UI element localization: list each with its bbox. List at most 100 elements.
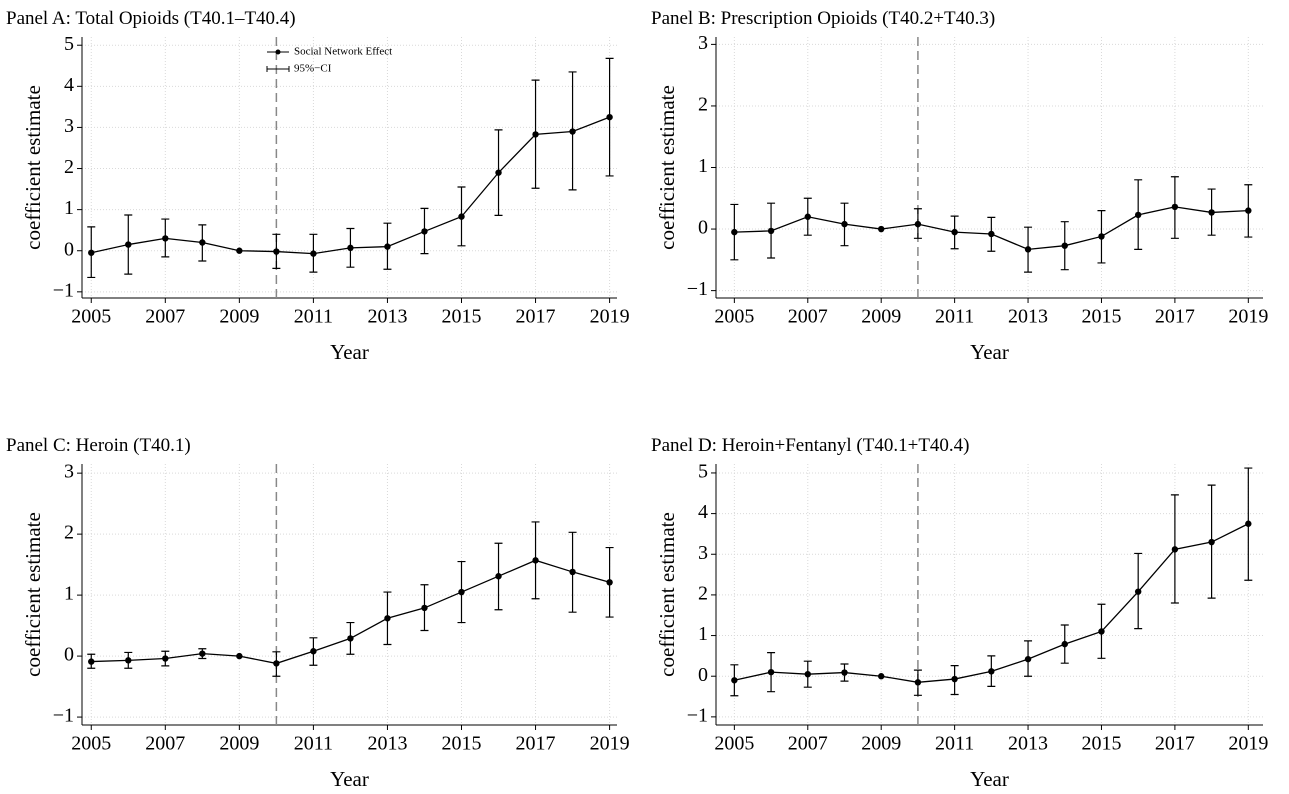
legend-label: Social Network Effect <box>294 46 392 58</box>
point <box>310 648 317 655</box>
point <box>199 239 206 246</box>
x-tick-label: 2017 <box>1155 306 1195 328</box>
point <box>236 652 243 660</box>
x-tick-label: 2017 <box>1155 733 1195 755</box>
x-tick-label: 2019 <box>1228 306 1268 328</box>
x-tick-label: 2011 <box>294 306 333 328</box>
y-tick-label: 2 <box>64 522 74 544</box>
x-tick-label: 2005 <box>714 306 754 328</box>
x-axis-label: Year <box>970 340 1009 364</box>
y-tick-label: 2 <box>64 156 74 178</box>
legend-label: 95%−CI <box>294 63 332 75</box>
x-tick-label: 2019 <box>590 733 630 755</box>
x-tick-label: 2005 <box>71 733 111 755</box>
panel-title: Panel A: Total Opioids (T40.1–T40.4) <box>6 8 296 29</box>
point <box>731 677 738 684</box>
y-tick-label: 2 <box>698 583 708 605</box>
point <box>767 227 775 235</box>
point <box>495 573 502 580</box>
point <box>1024 655 1032 663</box>
x-tick-label: 2019 <box>590 306 630 328</box>
point <box>347 635 354 642</box>
point <box>1061 640 1068 648</box>
point <box>532 557 539 564</box>
y-tick-label: 0 <box>698 217 708 239</box>
point <box>162 655 169 662</box>
y-axis-label: coefficient estimate <box>655 512 679 677</box>
y-tick-label: −1 <box>53 705 74 727</box>
x-tick-label: 2013 <box>1008 733 1048 755</box>
point <box>384 243 391 250</box>
x-tick-label: 2013 <box>367 306 407 328</box>
y-tick-label: 3 <box>698 32 708 54</box>
y-tick-label: 3 <box>64 115 74 137</box>
point <box>988 230 995 238</box>
panel: Panel C: Heroin (T40.1) coefficient estim… <box>6 435 630 791</box>
y-tick-label: −1 <box>53 279 74 301</box>
point <box>914 679 922 686</box>
point <box>767 668 775 676</box>
x-tick-label: 2005 <box>714 733 754 755</box>
point <box>951 228 958 236</box>
point <box>88 658 95 665</box>
y-tick-label: 5 <box>64 33 74 55</box>
point <box>458 213 465 220</box>
x-axis-label: Year <box>330 767 369 791</box>
y-tick-label: 3 <box>698 542 708 564</box>
y-tick-label: −1 <box>687 278 708 300</box>
y-tick-label: 4 <box>64 74 74 96</box>
point <box>1098 233 1105 240</box>
panel-title: Panel C: Heroin (T40.1) <box>6 435 191 456</box>
point <box>569 568 576 576</box>
x-tick-label: 2007 <box>145 306 185 328</box>
x-tick-label: 2015 <box>441 306 481 328</box>
point <box>532 131 539 138</box>
point <box>1024 246 1032 253</box>
y-tick-label: 1 <box>698 155 708 177</box>
point <box>841 220 848 228</box>
panel: Panel A: Total Opioids (T40.1–T40.4) coef… <box>6 8 630 364</box>
point <box>1171 203 1179 211</box>
x-tick-label: 2009 <box>861 733 901 755</box>
x-tick-label: 2015 <box>441 733 481 755</box>
y-tick-label: 0 <box>64 644 74 666</box>
point <box>951 675 958 683</box>
x-tick-label: 2015 <box>1081 306 1121 328</box>
point <box>273 248 280 255</box>
x-tick-label: 2009 <box>219 306 259 328</box>
y-tick-label: 0 <box>698 664 708 686</box>
point <box>988 668 995 675</box>
point <box>804 670 811 678</box>
point <box>236 247 243 254</box>
x-tick-label: 2019 <box>1228 733 1268 755</box>
point <box>273 660 280 667</box>
x-axis-label: Year <box>330 340 369 364</box>
point <box>804 213 811 220</box>
x-tick-label: 2005 <box>71 306 111 328</box>
legend-ci <box>266 66 290 72</box>
legend-marker <box>275 49 281 55</box>
point <box>1171 546 1179 553</box>
y-axis-label: coefficient estimate <box>21 85 45 250</box>
point <box>347 244 354 252</box>
point <box>1098 628 1105 635</box>
x-tick-label: 2013 <box>1008 306 1048 328</box>
point <box>606 113 613 121</box>
x-tick-label: 2011 <box>294 733 333 755</box>
panel-title: Panel B: Prescription Opioids (T40.2+T40… <box>651 8 995 29</box>
point <box>458 588 465 596</box>
point <box>1134 211 1142 219</box>
y-tick-label: 3 <box>64 461 74 483</box>
y-tick-label: −1 <box>687 704 708 726</box>
point <box>1245 520 1252 527</box>
x-tick-label: 2009 <box>861 306 901 328</box>
y-tick-label: 1 <box>698 623 708 645</box>
point <box>1061 242 1068 249</box>
point <box>495 169 502 176</box>
x-tick-label: 2013 <box>367 733 407 755</box>
x-tick-label: 2007 <box>145 733 185 755</box>
x-tick-label: 2015 <box>1081 733 1121 755</box>
x-axis-label: Year <box>970 767 1009 791</box>
point <box>1208 209 1215 216</box>
